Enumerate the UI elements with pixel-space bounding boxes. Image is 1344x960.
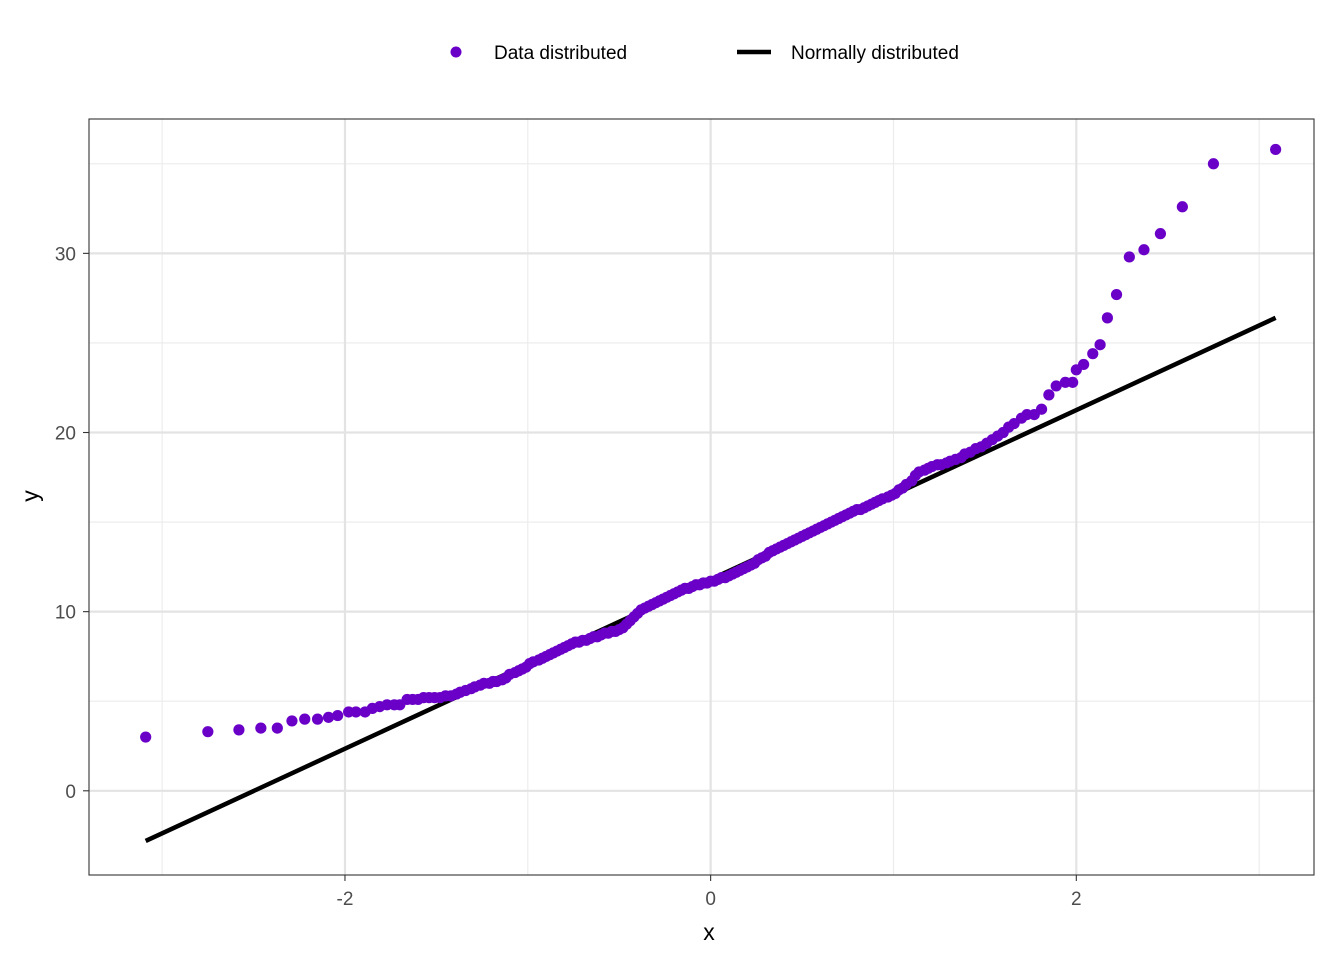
data-point (1050, 380, 1062, 392)
x-axis: -2 0 2 (337, 875, 1082, 910)
x-tick-label: -2 (337, 889, 354, 910)
minor-gridlines (89, 119, 1314, 875)
y-tick-label: 10 (55, 603, 76, 624)
data-point (299, 713, 311, 725)
data-point (1123, 251, 1135, 263)
data-point (1094, 339, 1106, 351)
data-point (1078, 358, 1090, 371)
data-point (332, 709, 344, 722)
y-tick-label: 0 (65, 782, 76, 803)
data-point (1087, 348, 1099, 360)
data-point (1270, 143, 1282, 156)
data-point (1043, 389, 1055, 401)
data-point (1176, 201, 1188, 213)
data-point (202, 726, 214, 738)
data-point (286, 715, 298, 727)
x-axis-title: x (703, 919, 715, 945)
data-point (140, 731, 152, 743)
data-point (233, 724, 245, 736)
data-points-series (140, 143, 1282, 743)
data-point (1067, 376, 1079, 388)
data-point (255, 722, 267, 734)
plot-panel (88, 118, 1315, 876)
data-point (1110, 288, 1123, 301)
data-point (1101, 312, 1113, 324)
data-point (1207, 158, 1220, 170)
legend-key-data-distributed (450, 46, 462, 58)
panel-background (89, 119, 1314, 875)
x-tick-label: 2 (1071, 889, 1082, 910)
x-tick-label: 0 (705, 889, 716, 910)
legend-label-data-distributed: Data distributed (494, 43, 627, 64)
y-tick-label: 30 (55, 244, 76, 265)
data-point (1154, 228, 1167, 240)
data-point (311, 713, 324, 725)
y-axis: 0 10 20 30 (55, 244, 89, 803)
data-point (322, 711, 335, 723)
panel-border (88, 118, 1315, 876)
data-point (1138, 244, 1150, 256)
data-point (350, 706, 362, 718)
y-axis-title: y (17, 490, 43, 502)
data-point (271, 722, 283, 734)
legend-label-normally-distributed: Normally distributed (791, 43, 959, 64)
y-tick-label: 20 (55, 424, 76, 445)
data-point (1035, 403, 1048, 415)
legend: Data distributed Normally distributed (450, 43, 959, 64)
